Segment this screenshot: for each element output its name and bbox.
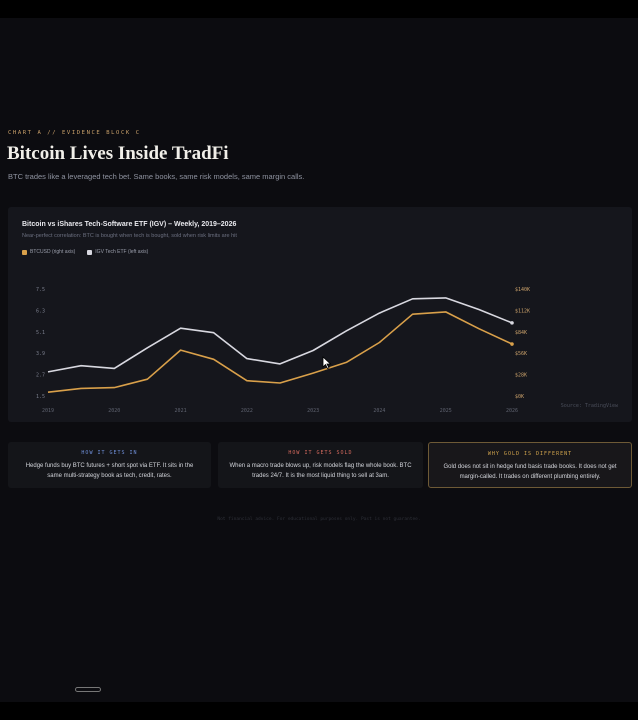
- chart-source: Source: TradingView: [560, 403, 618, 409]
- series-line-1: [47, 297, 513, 373]
- x-axis-tick: 2026: [506, 408, 518, 414]
- x-axis-tick: 2019: [42, 408, 54, 414]
- card-how-it-gets-in: HOW IT GETS IN Hedge funds buy BTC futur…: [8, 442, 211, 488]
- legend-swatch-btc: [22, 249, 27, 255]
- left-axis-tick: 2.7: [36, 373, 45, 379]
- card-why-gold-is-different: WHY GOLD IS DIFFERENT Gold does not sit …: [428, 442, 632, 488]
- page-subtitle: BTC trades like a leveraged tech bet. Sa…: [8, 172, 305, 181]
- right-axis-tick: $140K: [515, 287, 530, 293]
- legend-item-btc: BTCUSD (right axis): [22, 249, 75, 255]
- left-axis-tick: 1.5: [36, 394, 45, 400]
- right-axis-tick: $0K: [515, 394, 524, 400]
- x-axis-tick: 2021: [175, 408, 187, 414]
- legend-swatch-igv: [87, 249, 93, 255]
- card-how-it-gets-sold: HOW IT GETS SOLD When a macro trade blow…: [218, 442, 423, 488]
- legend-label-btc: BTCUSD (right axis): [30, 249, 76, 255]
- left-axis-tick: 5.1: [36, 330, 45, 336]
- chart-title: Bitcoin vs iShares Tech-Software ETF (IG…: [22, 221, 237, 228]
- series-endpoint-1: [510, 321, 514, 325]
- card-heading: WHY GOLD IS DIFFERENT: [487, 451, 573, 457]
- page-title: Bitcoin Lives Inside TradFi: [7, 143, 229, 164]
- x-axis-tick: 2024: [373, 408, 385, 414]
- right-axis-tick: $112K: [515, 308, 530, 314]
- home-indicator: [75, 687, 101, 692]
- left-axis-tick: 3.9: [36, 351, 45, 357]
- card-body: Gold does not sit in hedge fund basis tr…: [443, 464, 617, 480]
- x-axis-tick: 2025: [440, 408, 452, 414]
- chart-panel: Bitcoin vs iShares Tech-Software ETF (IG…: [8, 207, 632, 422]
- mouse-cursor-icon: [322, 356, 332, 370]
- legend-label-igv: IGV Tech ETF (left axis): [95, 249, 149, 255]
- x-axis-tick: 2023: [307, 408, 319, 414]
- right-axis-tick: $28K: [515, 373, 527, 379]
- left-axis-tick: 6.3: [36, 308, 45, 314]
- chart-legend: BTCUSD (right axis) IGV Tech ETF (left a…: [22, 249, 148, 255]
- right-axis-tick: $56K: [515, 351, 527, 357]
- left-axis-tick: 7.5: [36, 287, 45, 293]
- section-eyebrow: CHART A // EVIDENCE BLOCK C: [8, 130, 141, 136]
- chart-plot: 1.5 2.7 3.9 5.1 6.3 7.5 $0K $28K $56K $84K $112K $1…: [36, 287, 530, 414]
- chart-subtitle: Near-perfect correlation: BTC is bought …: [22, 233, 237, 239]
- card-heading: HOW IT GETS IN: [81, 450, 138, 456]
- card-body: Hedge funds buy BTC futures + short spot…: [25, 463, 194, 479]
- legend-item-igv: IGV Tech ETF (left axis): [87, 249, 148, 255]
- card-body: When a macro trade blows up, risk models…: [229, 463, 412, 479]
- screen: CHART A // EVIDENCE BLOCK C Bitcoin Live…: [0, 18, 638, 702]
- disclaimer: Not financial advice. For educational pu…: [217, 517, 421, 522]
- card-heading: HOW IT GETS SOLD: [288, 450, 353, 456]
- series-endpoint-0: [510, 342, 514, 346]
- right-axis-tick: $84K: [515, 330, 527, 336]
- x-axis-tick: 2020: [108, 408, 120, 414]
- series-line-0: [47, 311, 513, 393]
- x-axis-tick: 2022: [241, 408, 253, 414]
